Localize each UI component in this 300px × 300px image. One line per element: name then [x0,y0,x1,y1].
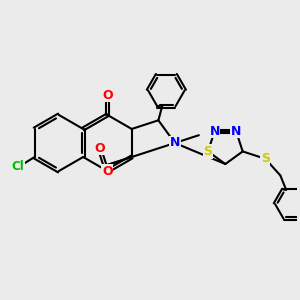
Text: O: O [102,164,113,178]
Text: O: O [102,89,113,102]
Text: N: N [231,124,241,137]
Text: S: S [261,152,270,165]
Text: N: N [209,124,220,137]
Text: N: N [170,136,180,149]
Text: O: O [94,142,105,155]
Text: S: S [203,145,212,158]
Text: Cl: Cl [11,160,24,173]
